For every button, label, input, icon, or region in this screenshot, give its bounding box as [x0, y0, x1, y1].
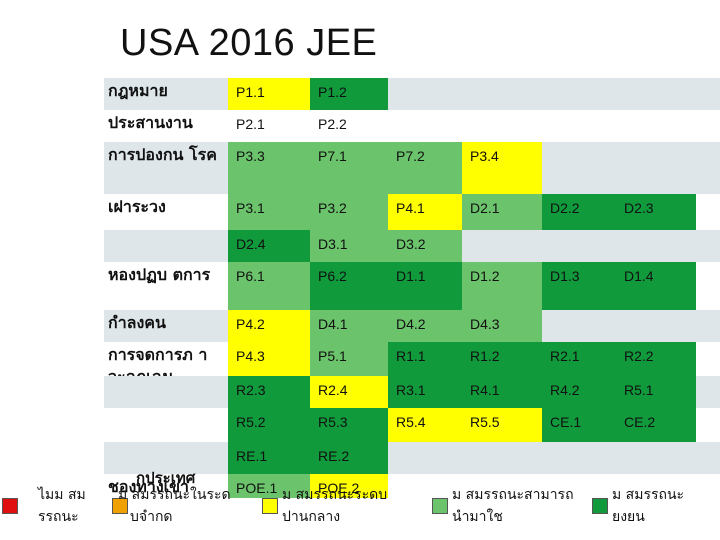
score-cell: P4.2 [228, 310, 310, 342]
score-cell: R5.5 [462, 408, 542, 442]
score-cell: P4.3 [228, 342, 310, 376]
score-cell: R5.1 [616, 376, 696, 408]
score-cell: D1.2 [462, 262, 542, 310]
score-cell: P5.1 [310, 342, 388, 376]
row-label: กฎหมาย [108, 81, 168, 100]
score-cell: D1.4 [616, 262, 696, 310]
legend-swatch [432, 498, 448, 514]
legend-label-line2: บจำกด [130, 509, 173, 525]
grid-row: ชองทางเขา POE.1 POE.2 [104, 474, 720, 498]
legend-label-line1: ไมม สม [38, 487, 86, 503]
legend: กประเทศ ไมม สมรรถนะ ม สมรรถนะในระดบจำกด ม … [0, 462, 720, 540]
score-cell: R1.2 [462, 342, 542, 376]
score-cell: R5.2 [228, 408, 310, 442]
score-cell: R1.1 [388, 342, 462, 376]
legend-overlay-text: กประเทศ [136, 469, 196, 487]
row-label: การปองกน โรค [108, 145, 217, 164]
legend-label-line1: ม สมรรถนะสามารถ [452, 487, 574, 503]
legend-label-line1: ม สมรรถนะระดบ [282, 487, 388, 503]
row-label: กำลงคน [108, 313, 166, 332]
score-cell: D3.2 [388, 230, 462, 262]
score-cell: POE.2 [310, 474, 388, 498]
page-title: USA 2016 JEE [120, 22, 378, 64]
score-cell: D3.1 [310, 230, 388, 262]
grid-row: หองปฏบ ตการ P6.1 P6.2 D1.1 D1.2 D1.3 D1.4 [104, 262, 720, 310]
grid-row: RE.1 RE.2 [104, 442, 720, 474]
row-label: ชองทางเขา [108, 477, 190, 496]
grid-row: D2.4 D3.1 D3.2 [104, 230, 720, 262]
legend-label-line1: ม สมรรถนะ [612, 487, 685, 503]
score-cell: R2.2 [616, 342, 696, 376]
row-label: เฝาระวง [108, 197, 166, 216]
grid-row: การปองกน โรค P3.3 P7.1 P7.2 P3.4 [104, 142, 720, 194]
score-cell: D4.1 [310, 310, 388, 342]
score-cell: P7.1 [310, 142, 388, 194]
score-cell: R4.1 [462, 376, 542, 408]
grid-row: เฝาระวง P3.1 P3.2 P4.1 D2.1 D2.2 D2.3 [104, 194, 720, 230]
score-cell: R2.1 [542, 342, 616, 376]
score-cell: P1.2 [310, 78, 388, 110]
score-cell: D2.4 [228, 230, 310, 262]
row-background [104, 78, 720, 110]
score-cell: P3.1 [228, 194, 310, 230]
row-background [104, 110, 720, 142]
legend-label-line2: ยงยน [612, 509, 645, 525]
grid-row: กฎหมาย P1.1 P1.2 [104, 78, 720, 110]
jee-score-grid: กฎหมาย P1.1 P1.2 ประสานงาน P2.1 P2.2 การปองกน … [104, 78, 720, 498]
score-cell: P2.2 [318, 116, 347, 132]
score-cell: RE.1 [228, 442, 310, 474]
legend-swatch [262, 498, 278, 514]
score-cell: R5.4 [388, 408, 462, 442]
row-background [104, 474, 720, 498]
row-label: ประสานงาน [108, 113, 193, 132]
legend-swatch [592, 498, 608, 514]
legend-label-line2: รรถนะ [38, 509, 79, 525]
legend-label-line2: นำมาใช [452, 509, 503, 525]
row-background [104, 442, 720, 474]
grid-row: ประสานงาน P2.1 P2.2 [104, 110, 720, 142]
score-cell: RE.2 [310, 442, 388, 474]
score-cell: P2.1 [236, 116, 265, 132]
score-cell: CE.2 [616, 408, 696, 442]
score-cell: D2.3 [616, 194, 696, 230]
score-cell: P6.2 [310, 262, 388, 310]
legend-swatch [112, 498, 128, 514]
score-cell: P3.4 [462, 142, 542, 194]
score-cell: P3.2 [310, 194, 388, 230]
score-cell: POE.1 [228, 474, 310, 498]
score-cell: P4.1 [388, 194, 462, 230]
score-cell: P1.1 [228, 78, 310, 110]
legend-swatch [2, 498, 18, 514]
grid-row: R5.2 R5.3 R5.4 R5.5 CE.1 CE.2 [104, 408, 720, 442]
score-cell: D2.1 [462, 194, 542, 230]
score-cell: D1.3 [542, 262, 616, 310]
grid-row: R2.3 R2.4 R3.1 R4.1 R4.2 R5.1 [104, 376, 720, 408]
score-cell: R2.3 [228, 376, 310, 408]
score-cell: P7.2 [388, 142, 462, 194]
grid-row: กำลงคน P4.2 D4.1 D4.2 D4.3 [104, 310, 720, 342]
score-cell: D1.1 [388, 262, 462, 310]
score-cell: R4.2 [542, 376, 616, 408]
score-cell: D2.2 [542, 194, 616, 230]
legend-label-line2: ปานกลาง [282, 509, 341, 525]
row-label: หองปฏบ ตการ [108, 265, 211, 284]
score-cell: R2.4 [310, 376, 388, 408]
score-cell: D4.3 [462, 310, 542, 342]
score-cell: R3.1 [388, 376, 462, 408]
score-cell: R5.3 [310, 408, 388, 442]
grid-row: การจดการภ าวะฉกเฉนP4.3P5.1R1.1R1.2R2.1R2… [104, 342, 720, 386]
legend-label-line1: ม สมรรถนะในระด [118, 487, 231, 503]
score-cell: P3.3 [228, 142, 310, 194]
score-cell: P6.1 [228, 262, 310, 310]
score-cell: CE.1 [542, 408, 616, 442]
score-cell: D4.2 [388, 310, 462, 342]
